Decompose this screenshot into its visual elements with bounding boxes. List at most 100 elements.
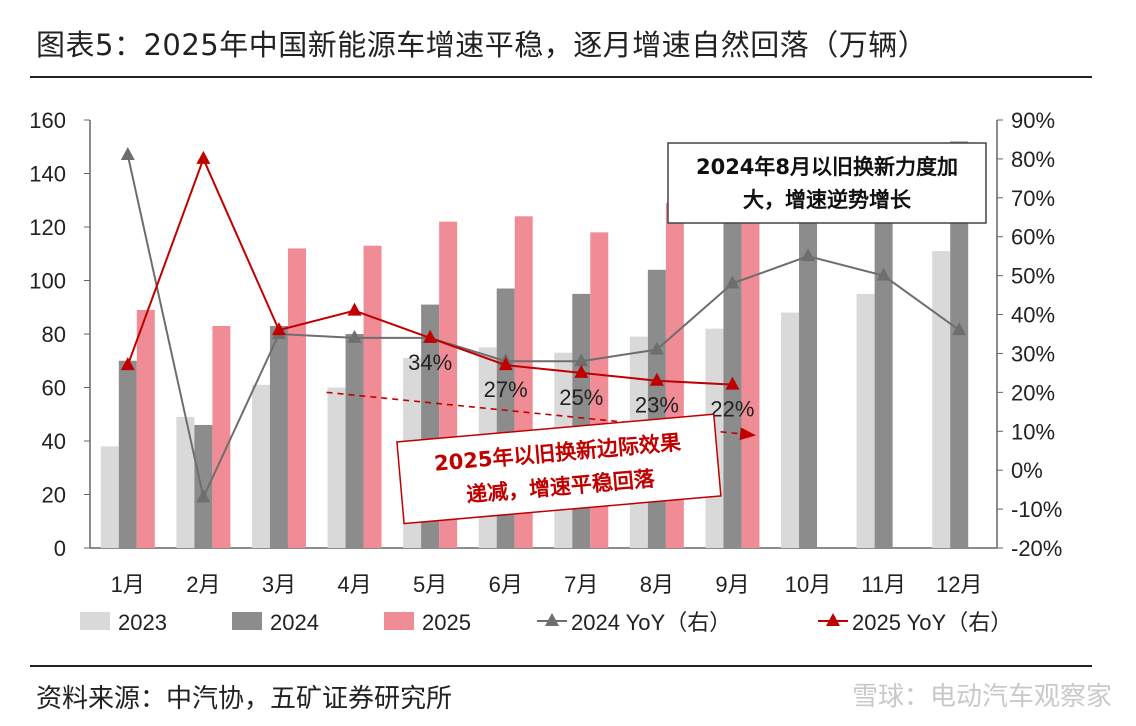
marker-yoy-0 xyxy=(574,353,589,367)
line-yoy-0 xyxy=(126,154,960,501)
bar-2023 xyxy=(176,416,195,548)
title-divider xyxy=(30,76,1092,78)
marker-yoy-1 xyxy=(725,376,740,390)
legend-label: 2024 YoY（右） xyxy=(571,610,731,635)
marker-yoy-0 xyxy=(876,267,891,281)
source-note: 资料来源：中汽协，五矿证券研究所 xyxy=(36,684,453,714)
marker-yoy-0 xyxy=(801,248,816,262)
x-tick-label: 1月 xyxy=(111,572,145,597)
y2-tick-label: 80% xyxy=(1011,147,1055,172)
bar-2023 xyxy=(327,387,346,548)
x-tick-label: 4月 xyxy=(337,572,371,597)
marker-yoy-1 xyxy=(649,372,664,386)
x-tick-label: 11月 xyxy=(861,572,906,597)
legend: 2023 2024 2025 2024 YoY（右） 2025 YoY（右） xyxy=(80,610,1012,635)
x-tick-label: 8月 xyxy=(640,572,674,597)
marker-yoy-0 xyxy=(725,275,740,289)
x-tick-label: 9月 xyxy=(715,572,749,597)
marker-yoy-1 xyxy=(347,302,362,316)
chart: 0 20 40 60 80 100 120 140 160 -20% -10% 0% 10% 20% 30%… xyxy=(29,108,1062,635)
bar-2023 xyxy=(100,446,119,548)
y2-tick-label: 70% xyxy=(1011,186,1055,211)
marker-yoy-0 xyxy=(952,322,967,336)
legend-label: 2023 xyxy=(118,610,167,635)
x-tick-label: 12月 xyxy=(936,572,982,597)
bar-2024 xyxy=(345,334,364,548)
yoy-lines xyxy=(120,147,967,503)
legend-swatch xyxy=(384,612,414,630)
marker-yoy-1 xyxy=(271,322,286,336)
y2-tick-label: 60% xyxy=(1011,225,1055,250)
watermark: 雪球：电动汽车观察家 xyxy=(851,682,1112,712)
axes: 0 20 40 60 80 100 120 140 160 -20% -10% 0% 10% 20% 30%… xyxy=(29,108,1062,597)
trend-arrow xyxy=(326,391,757,441)
y-tick-label: 100 xyxy=(29,269,66,294)
annotation-box-2025 xyxy=(396,413,722,525)
marker-yoy-1 xyxy=(196,150,211,164)
y2-tick-label: 30% xyxy=(1011,341,1055,366)
marker-yoy-0 xyxy=(347,329,362,343)
y-tick-label: 120 xyxy=(29,215,66,240)
bar-2023 xyxy=(856,293,875,548)
y-tick-label: 20 xyxy=(42,483,66,508)
bar-2023 xyxy=(251,384,270,548)
y2-tick-label: 20% xyxy=(1011,380,1055,405)
y2-tick-label: -10% xyxy=(1011,497,1062,522)
bar-2023 xyxy=(932,251,951,548)
marker-yoy-1 xyxy=(120,357,135,371)
data-label: 27% xyxy=(484,377,528,402)
y-tick-label: 80 xyxy=(42,322,66,347)
x-tick-label: 3月 xyxy=(262,572,296,597)
bar-2024 xyxy=(799,184,818,548)
y-tick-label: 60 xyxy=(42,376,66,401)
marker-yoy-0 xyxy=(120,147,135,161)
legend-swatch xyxy=(80,612,110,630)
marker-yoy-1 xyxy=(574,364,589,378)
marker-yoy-0 xyxy=(649,341,664,355)
annotation-box-2024 xyxy=(667,142,987,224)
bar-2024 xyxy=(874,208,893,548)
data-label: 34% xyxy=(408,350,452,375)
marker-yoy-1 xyxy=(498,357,513,371)
data-label: 25% xyxy=(559,385,603,410)
data-label: 22% xyxy=(710,397,754,422)
y-tick-label: 0 xyxy=(54,536,66,561)
legend-swatch xyxy=(232,612,262,630)
y2-tick-label: 10% xyxy=(1011,419,1055,444)
legend-marker xyxy=(545,613,559,626)
y2-tick-label: 90% xyxy=(1011,108,1055,133)
annotation-text: 大，增速逆势增长 xyxy=(743,188,912,212)
bar-2024 xyxy=(950,141,969,548)
bar-2024 xyxy=(118,360,137,548)
y2-tick-label: -20% xyxy=(1011,536,1062,561)
x-tick-label: 10月 xyxy=(785,572,831,597)
legend-label: 2025 YoY（右） xyxy=(852,610,1012,635)
y2-tick-label: 50% xyxy=(1011,264,1055,289)
y-tick-label: 140 xyxy=(29,162,66,187)
bar-2024 xyxy=(572,293,591,548)
y2-tick-label: 40% xyxy=(1011,303,1055,328)
chart-title: 图表5：2025年中国新能源车增速平稳，逐月增速自然回落（万辆） xyxy=(36,28,928,62)
annotation-text: 2024年8月以旧换新力度加 xyxy=(696,155,958,179)
x-tick-label: 5月 xyxy=(413,572,447,597)
bar-2024 xyxy=(194,424,213,548)
legend-marker xyxy=(826,613,840,626)
y2-tick-label: 0% xyxy=(1011,458,1043,483)
bar-2023 xyxy=(781,312,800,548)
legend-label: 2025 xyxy=(422,610,471,635)
marker-yoy-1 xyxy=(423,329,438,343)
footer-divider xyxy=(30,665,1092,667)
bar-2025 xyxy=(287,248,306,548)
bar-2024 xyxy=(269,325,288,548)
x-tick-label: 7月 xyxy=(564,572,598,597)
data-labels: 34% 27% 25% 23% 22% xyxy=(408,350,754,422)
marker-yoy-0 xyxy=(196,489,211,503)
y-tick-label: 40 xyxy=(42,429,66,454)
bar-2024 xyxy=(723,202,742,549)
bar-2025 xyxy=(741,149,760,549)
legend-label: 2024 xyxy=(270,610,319,635)
bar-2025 xyxy=(212,325,231,548)
x-tick-label: 2月 xyxy=(186,572,220,597)
bar-2025 xyxy=(136,309,155,548)
